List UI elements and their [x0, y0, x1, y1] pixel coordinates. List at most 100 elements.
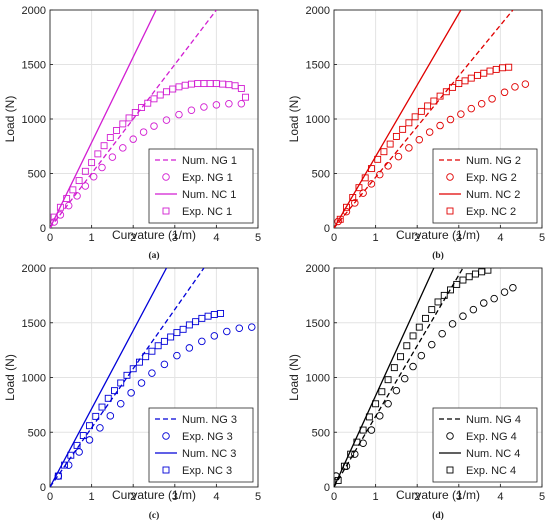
- x-tick-label: 4: [497, 491, 503, 503]
- data-point-exp-nc-1: [131, 109, 139, 116]
- data-point-exp-ng-2: [384, 162, 392, 170]
- x-tick-label: 1: [89, 232, 95, 244]
- x-tick-label: 1: [373, 232, 379, 244]
- data-point-exp-ng-2: [376, 170, 384, 179]
- legend-swatch-marker: [162, 466, 170, 474]
- data-point-exp-nc-4: [340, 462, 348, 470]
- data-point-exp-ng-1: [81, 182, 90, 190]
- data-point-exp-nc-4: [422, 314, 429, 322]
- series-line-num-nc-4: [334, 268, 435, 487]
- data-point-exp-nc-1: [106, 134, 114, 141]
- data-point-exp-nc-4: [440, 291, 448, 299]
- y-tick-label: 0: [324, 223, 330, 235]
- x-tick-label: 1: [373, 491, 379, 503]
- data-layer: [50, 10, 249, 228]
- data-point-exp-nc-3: [104, 394, 112, 402]
- data-point-exp-nc-2: [430, 97, 438, 105]
- x-tick-label: 4: [497, 232, 503, 244]
- data-point-exp-nc-4: [347, 450, 355, 458]
- data-point-exp-ng-3: [106, 412, 115, 420]
- y-tick-label: 1500: [22, 318, 46, 330]
- data-point-exp-nc-3: [154, 342, 162, 350]
- data-point-exp-nc-4: [453, 280, 461, 288]
- legend-swatch-marker: [446, 466, 454, 474]
- data-point-exp-ng-3: [85, 436, 94, 444]
- legend-box: [432, 148, 538, 224]
- data-point-exp-nc-1: [163, 88, 170, 96]
- data-point-exp-ng-4: [384, 400, 392, 408]
- data-point-exp-nc-2: [399, 125, 407, 133]
- y-tick-label: 1000: [306, 114, 330, 126]
- data-point-exp-nc-2: [461, 77, 469, 85]
- y-axis-label: Load (N): [287, 96, 301, 143]
- data-point-exp-ng-2: [477, 99, 486, 108]
- legend-label: Num. NG 2: [466, 155, 521, 167]
- data-point-exp-ng-2: [446, 115, 455, 124]
- data-point-exp-nc-4: [353, 438, 361, 446]
- data-point-exp-ng-2: [521, 80, 530, 88]
- data-point-exp-nc-4: [378, 388, 386, 396]
- y-tick-label: 1000: [306, 373, 330, 385]
- legend-box: [432, 407, 538, 483]
- data-point-exp-nc-3: [160, 337, 168, 345]
- legend-label: Exp. NC 1: [182, 206, 232, 218]
- legend: Num. NG 1 Exp. NG 1 Num. NC 1 Exp. NC 1: [148, 148, 254, 224]
- legend-swatch-marker: [162, 207, 170, 215]
- data-point-exp-nc-4: [372, 400, 380, 408]
- data-point-exp-nc-2: [380, 148, 388, 156]
- data-point-exp-ng-4: [428, 340, 436, 349]
- x-tick-label: 3: [456, 232, 462, 244]
- data-point-exp-nc-3: [192, 318, 200, 326]
- x-tick-label: 5: [255, 232, 261, 244]
- legend-label: Num. NC 3: [182, 448, 236, 460]
- data-point-exp-ng-3: [173, 351, 181, 360]
- legend-swatch-marker: [446, 432, 454, 440]
- data-point-exp-nc-2: [436, 92, 444, 100]
- data-point-exp-ng-3: [223, 327, 231, 336]
- data-point-exp-ng-4: [417, 351, 426, 360]
- legend-box: [148, 407, 254, 483]
- panel-label: (a): [148, 250, 159, 261]
- data-point-exp-ng-2: [334, 217, 342, 226]
- data-point-exp-nc-1: [194, 80, 202, 88]
- x-tick-label: 0: [331, 232, 337, 244]
- y-tick-label: 2000: [22, 5, 46, 17]
- data-point-exp-ng-2: [467, 104, 476, 113]
- data-point-exp-nc-3: [179, 325, 187, 333]
- legend-label: Exp. NC 3: [182, 465, 232, 477]
- data-point-exp-ng-4: [469, 305, 478, 314]
- data-point-exp-nc-3: [67, 451, 75, 459]
- data-point-exp-nc-1: [94, 150, 102, 158]
- data-point-exp-nc-1: [75, 177, 83, 185]
- y-tick-label: 0: [40, 223, 46, 235]
- data-point-exp-ng-1: [64, 201, 73, 210]
- data-point-exp-ng-3: [137, 379, 146, 387]
- data-point-exp-ng-3: [198, 337, 206, 346]
- data-point-exp-nc-2: [349, 194, 357, 201]
- y-tick-label: 0: [40, 482, 46, 494]
- data-point-exp-ng-2: [367, 180, 376, 188]
- y-axis-label: Load (N): [287, 354, 301, 401]
- data-point-exp-ng-1: [200, 103, 208, 111]
- data-point-exp-nc-1: [200, 80, 208, 88]
- data-point-exp-nc-1: [119, 120, 127, 128]
- data-point-exp-nc-3: [217, 309, 225, 317]
- legend-swatch-marker: [162, 432, 170, 440]
- data-point-exp-nc-1: [138, 104, 145, 112]
- data-point-exp-nc-1: [175, 83, 183, 91]
- data-point-exp-ng-3: [235, 324, 244, 332]
- data-point-exp-ng-2: [511, 83, 519, 91]
- data-point-exp-ng-3: [210, 332, 219, 340]
- data-point-exp-nc-2: [343, 203, 350, 211]
- data-point-exp-nc-4: [447, 286, 454, 294]
- legend-swatch-marker: [446, 207, 454, 215]
- data-point-exp-nc-1: [225, 81, 233, 89]
- data-point-exp-nc-1: [113, 126, 121, 134]
- data-point-exp-nc-1: [69, 186, 77, 194]
- data-point-exp-ng-2: [359, 189, 367, 197]
- data-point-exp-nc-1: [181, 81, 189, 89]
- data-point-exp-nc-4: [397, 353, 405, 361]
- data-point-exp-ng-1: [212, 101, 221, 109]
- data-point-exp-ng-4: [448, 320, 457, 328]
- y-tick-label: 1500: [22, 60, 46, 72]
